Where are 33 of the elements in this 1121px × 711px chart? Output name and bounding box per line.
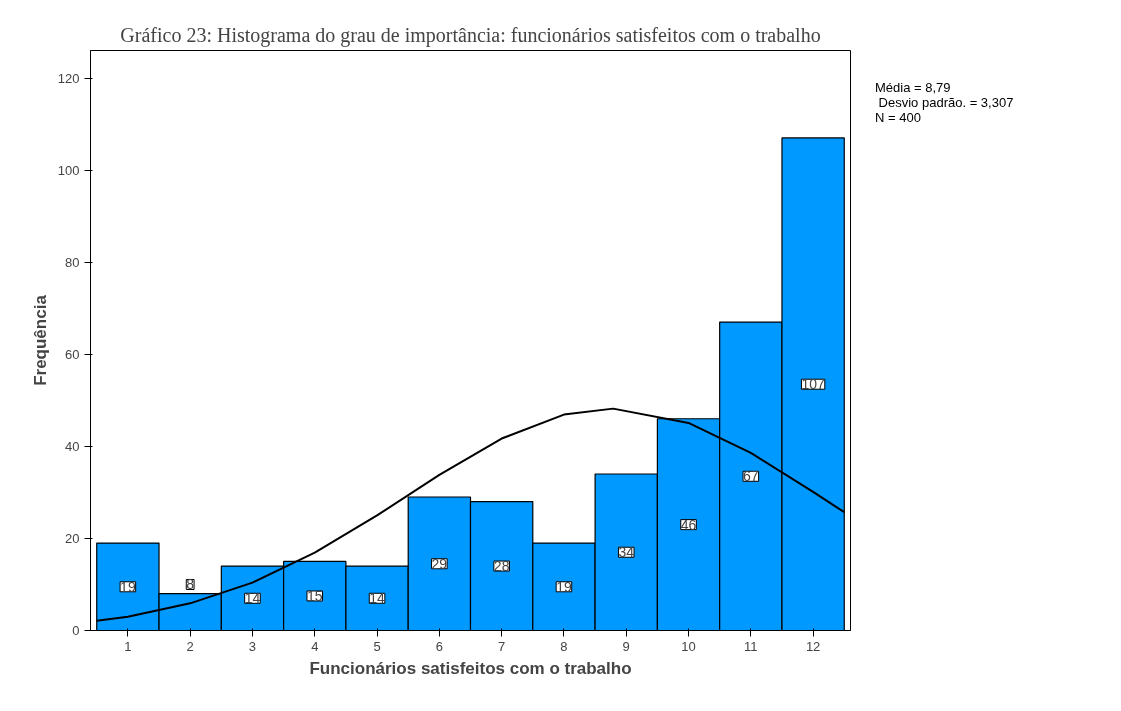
x-tick-label: 4	[311, 638, 319, 654]
x-tick-label: 6	[435, 638, 443, 654]
y-tick-label: 0	[72, 623, 80, 638]
y-tick-label: 40	[65, 438, 80, 454]
data-label: 46	[680, 516, 697, 533]
data-label: 28	[493, 558, 510, 575]
y-axis-title: Frequência	[30, 294, 50, 386]
x-tick-label: 2	[186, 638, 194, 654]
x-tick-label: 10	[681, 638, 696, 654]
y-tick-label: 20	[65, 530, 80, 546]
chart-title: Gráfico 23: Histograma do grau de importância: funcionários satisfeitos com o trabalho	[120, 23, 821, 47]
y-tick-label: 60	[65, 346, 80, 362]
y-tick-label: 120	[57, 70, 80, 86]
x-tick-label: 7	[498, 638, 506, 654]
x-tick-label: 1	[124, 638, 132, 654]
data-label: 15	[306, 587, 323, 604]
data-label: 19	[120, 578, 136, 595]
x-tick-label: 12	[805, 638, 821, 654]
x-tick-label: 8	[560, 638, 568, 654]
y-tick-label: 80	[65, 254, 80, 270]
data-label: 29	[431, 555, 448, 572]
data-label: 19	[556, 578, 572, 595]
text: N = 400	[875, 110, 921, 125]
x-axis-title: Funcionários satisfeitos com o trabalho	[309, 658, 632, 678]
x-tick-label: 11	[744, 638, 758, 654]
x-tick-label: 9	[622, 638, 630, 654]
data-label: 14	[244, 590, 261, 607]
x-tick-label: 3	[248, 638, 257, 654]
x-tick-label: 5	[373, 638, 381, 654]
text: Média = 8,79	[875, 80, 951, 95]
text: Desvio padrão. = 3,307	[878, 95, 1014, 110]
data-label: 107	[801, 376, 826, 393]
y-tick-label: 100	[57, 162, 80, 178]
